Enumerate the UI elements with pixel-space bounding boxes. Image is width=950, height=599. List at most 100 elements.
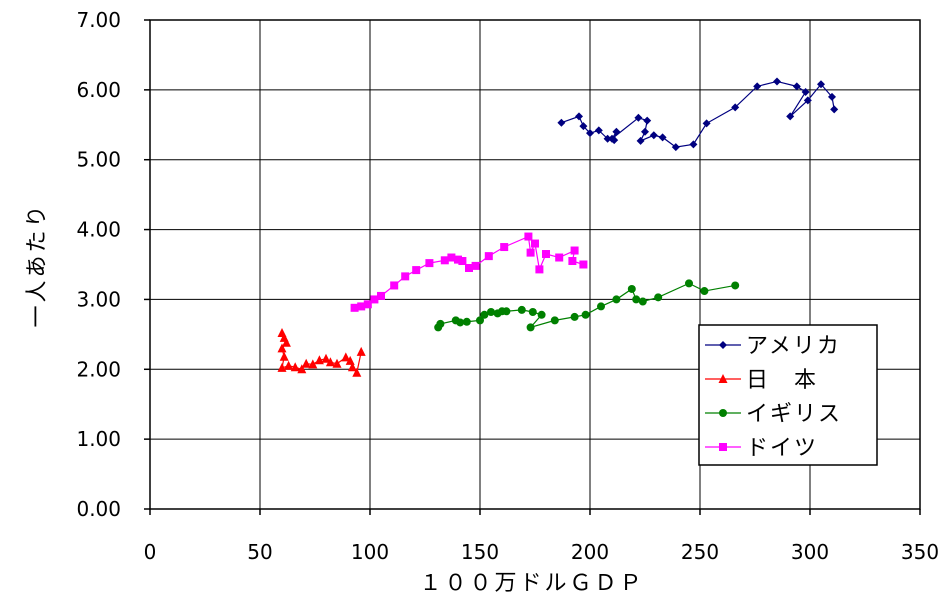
data-point: [436, 319, 445, 328]
data-point: [537, 310, 546, 319]
data-point: [603, 134, 612, 143]
data-point: [425, 259, 434, 268]
series-4: [350, 232, 588, 312]
data-point: [753, 82, 762, 91]
series-4-line: [354, 235, 584, 309]
data-point: [612, 295, 621, 304]
data-point: [638, 297, 647, 306]
data-point: [658, 133, 667, 142]
data-point: [290, 362, 300, 372]
data-point: [517, 305, 526, 314]
data-point: [352, 367, 362, 377]
series-2: [277, 327, 366, 377]
data-point: [649, 131, 658, 140]
data-point: [412, 266, 421, 275]
data-point: [689, 140, 698, 149]
data-point: [612, 127, 621, 136]
data-point: [786, 112, 795, 121]
data-point: [447, 253, 456, 262]
data-point: [332, 358, 342, 368]
data-point: [557, 118, 566, 127]
data-point: [700, 287, 709, 296]
data-point: [500, 243, 509, 252]
y-tick-label: 5.00: [76, 148, 121, 172]
data-point: [524, 232, 533, 241]
data-point: [363, 300, 372, 309]
y-tick-label: 2.00: [76, 357, 121, 381]
legend-box: [698, 324, 878, 466]
legend-swatch-marker: [719, 443, 727, 451]
axes: [144, 19, 921, 515]
data-point: [458, 257, 467, 266]
grid: [149, 19, 921, 510]
data-point: [685, 279, 693, 288]
data-point: [830, 105, 839, 114]
data-point: [502, 307, 511, 316]
legend-swatch-marker: [718, 374, 728, 383]
data-point: [301, 358, 311, 368]
data-point: [586, 129, 594, 138]
data-point: [357, 302, 366, 311]
legend-label: アメリカ: [746, 334, 841, 359]
data-point: [581, 310, 590, 319]
data-point: [817, 80, 825, 89]
data-point: [356, 346, 366, 356]
data-point: [454, 255, 462, 264]
x-tick-label: 0: [144, 540, 157, 564]
data-point: [531, 239, 539, 248]
y-tick-label: 0.00: [76, 497, 121, 521]
data-point: [594, 126, 603, 135]
data-point: [484, 252, 493, 261]
y-axis-title: 一人あたり: [25, 202, 50, 327]
data-point: [634, 113, 643, 122]
series-1: [557, 77, 839, 152]
data-point: [377, 291, 385, 300]
data-point: [542, 250, 550, 259]
data-point: [654, 293, 663, 302]
data-point: [632, 295, 641, 304]
x-tick-label: 350: [901, 540, 939, 564]
tick-labels: 0 50 100 150 200 250 300 350 0.00 1.00 2.00 3.00 4.0…: [76, 8, 939, 564]
data-point: [568, 257, 577, 266]
legend-item: ドイツ: [705, 436, 818, 461]
plot-frame: [149, 19, 921, 510]
legend-item: アメリカ: [705, 334, 841, 359]
data-point: [801, 87, 810, 96]
x-tick-label: 50: [247, 540, 272, 564]
x-tick-label: 150: [461, 540, 499, 564]
data-point: [535, 265, 544, 274]
data-point: [465, 263, 473, 272]
data-point: [792, 82, 801, 91]
x-tick-label: 250: [681, 540, 719, 564]
data-point: [526, 248, 535, 257]
data-point: [636, 136, 645, 145]
data-point: [487, 308, 495, 317]
data-point: [627, 284, 636, 293]
data-point: [284, 360, 294, 370]
data-point: [608, 134, 616, 143]
y-tick-label: 6.00: [76, 78, 121, 102]
data-point: [641, 127, 649, 136]
data-point: [401, 272, 410, 281]
data-point: [281, 337, 291, 347]
legend-swatch-marker: [719, 341, 727, 349]
data-point: [480, 310, 489, 319]
legend-label: ドイツ: [746, 436, 818, 461]
y-tick-label: 3.00: [76, 287, 121, 311]
data-point: [277, 343, 287, 353]
legend-label: 日 本: [746, 368, 818, 393]
data-point: [476, 316, 484, 325]
data-point: [341, 352, 351, 362]
data-point: [643, 116, 652, 125]
data-point: [528, 308, 537, 317]
y-tick-label: 1.00: [76, 427, 121, 451]
data-point: [555, 253, 564, 262]
data-point: [325, 357, 335, 367]
data-point: [671, 143, 680, 152]
data-point: [526, 323, 535, 332]
data-point: [773, 77, 781, 86]
legend-item: 日 本: [705, 368, 818, 393]
y-tick-label: 7.00: [76, 8, 121, 32]
legend-item: イギリス: [705, 402, 840, 427]
